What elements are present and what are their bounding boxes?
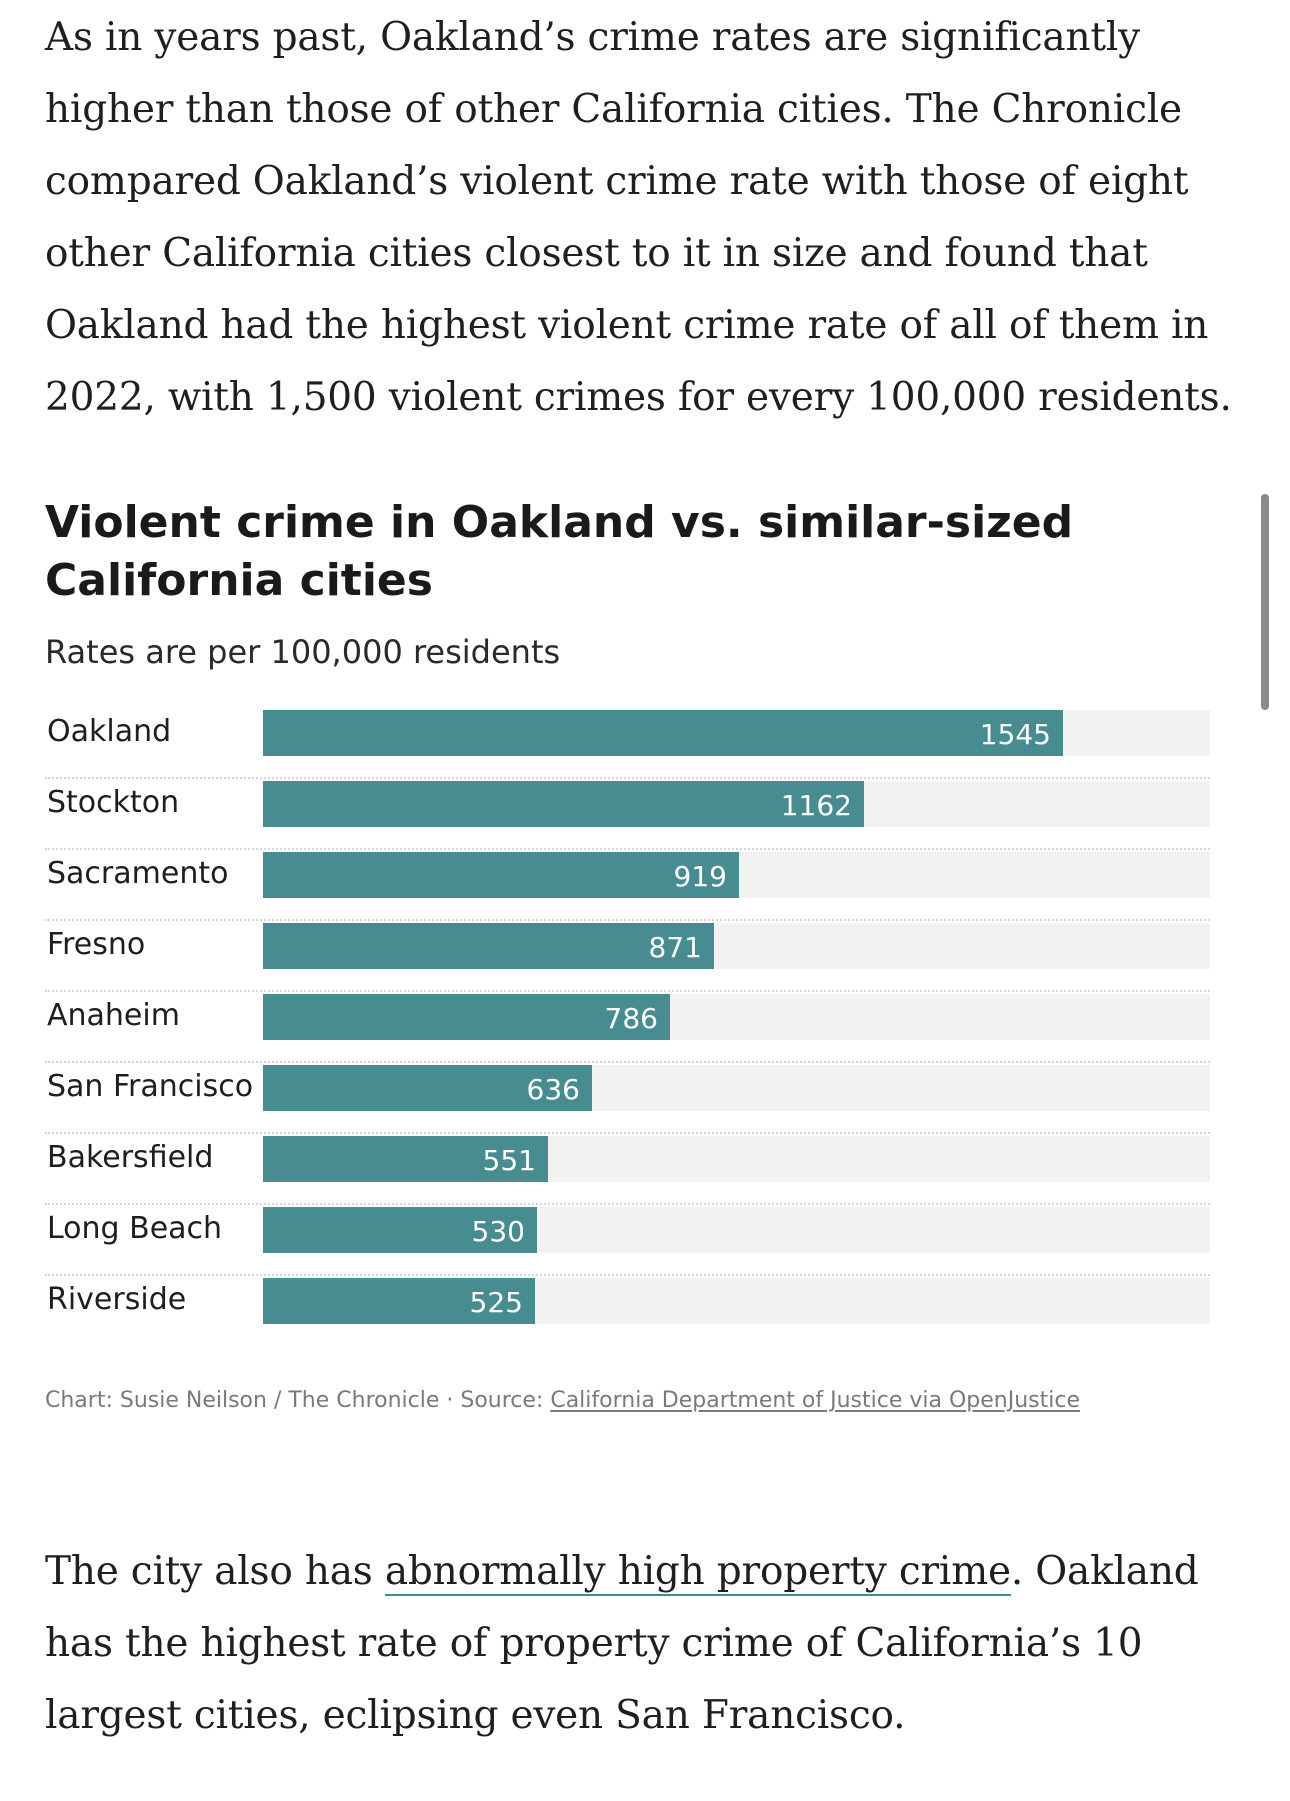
bar-track: 1545 <box>263 710 1210 756</box>
scrollbar-thumb[interactable] <box>1261 494 1269 710</box>
bar-category-label: Bakersfield <box>47 1140 214 1175</box>
bar-row: Anaheim 786 <box>45 992 1210 1063</box>
bar: 530 <box>263 1207 537 1253</box>
bar-value-label: 786 <box>604 1002 658 1035</box>
bar-track: 786 <box>263 994 1210 1040</box>
bar-track: 530 <box>263 1207 1210 1253</box>
bar-value-label: 525 <box>469 1286 523 1319</box>
bar-row: Oakland 1545 <box>45 708 1210 779</box>
article-paragraph: As in years past, Oakland’s crime rates … <box>45 15 1232 420</box>
bar-track: 871 <box>263 923 1210 969</box>
bar-chart: Oakland 1545 Stockton 1162 Sacramento 919 Fres… <box>45 708 1210 1347</box>
bar: 1545 <box>263 710 1063 756</box>
bar: 551 <box>263 1136 548 1182</box>
bar: 1162 <box>263 781 864 827</box>
bar-track: 636 <box>263 1065 1210 1111</box>
bar-track: 525 <box>263 1278 1210 1324</box>
chart-credit: Chart: Susie Neilson / The Chronicle · S… <box>45 1386 1080 1416</box>
bar: 525 <box>263 1278 535 1324</box>
chart-subtitle: Rates are per 100,000 residents <box>45 633 561 671</box>
bar-row: Fresno 871 <box>45 921 1210 992</box>
bar-track: 919 <box>263 852 1210 898</box>
credit-text: Chart: Susie Neilson / The Chronicle · S… <box>45 1388 551 1413</box>
bar-category-label: Oakland <box>47 714 172 749</box>
bar-value-label: 919 <box>673 860 727 893</box>
bar-value-label: 1545 <box>979 718 1051 751</box>
bar-category-label: Fresno <box>47 927 146 962</box>
bar-value-label: 636 <box>526 1073 580 1106</box>
bar-row: Bakersfield 551 <box>45 1134 1210 1205</box>
property-crime-link[interactable]: abnormally high property crime <box>384 1549 1011 1596</box>
bar-category-label: Long Beach <box>47 1211 223 1246</box>
source-link[interactable]: California Department of Justice via Ope… <box>550 1388 1081 1413</box>
bar-category-label: Riverside <box>47 1282 187 1317</box>
bar: 871 <box>263 923 714 969</box>
bar-row: Stockton 1162 <box>45 779 1210 850</box>
bar: 786 <box>263 994 670 1040</box>
bar: 636 <box>263 1065 592 1111</box>
article-paragraph: The city also has abnormally high proper… <box>45 1536 1245 1752</box>
bar-value-label: 551 <box>482 1144 536 1177</box>
bar-category-label: Anaheim <box>47 998 180 1033</box>
bar-category-label: Stockton <box>47 785 180 820</box>
bar-track: 551 <box>263 1136 1210 1182</box>
bar-category-label: San Francisco <box>47 1069 254 1104</box>
bar-value-label: 530 <box>471 1215 525 1248</box>
bar-row: Riverside 525 <box>45 1276 1210 1347</box>
bar-value-label: 1162 <box>780 789 852 822</box>
bar-category-label: Sacramento <box>47 856 229 891</box>
bar-value-label: 871 <box>648 931 702 964</box>
paragraph-text: The city also has <box>45 1549 385 1594</box>
bar: 919 <box>263 852 739 898</box>
bar-track: 1162 <box>263 781 1210 827</box>
paragraph-text: . Oakland has the highest rate of proper… <box>45 1549 1199 1738</box>
bar-row: Sacramento 919 <box>45 850 1210 921</box>
chart-title: Violent crime in Oakland vs. similar-siz… <box>45 497 1074 606</box>
bar-row: Long Beach 530 <box>45 1205 1210 1276</box>
bar-row: San Francisco 636 <box>45 1063 1210 1134</box>
